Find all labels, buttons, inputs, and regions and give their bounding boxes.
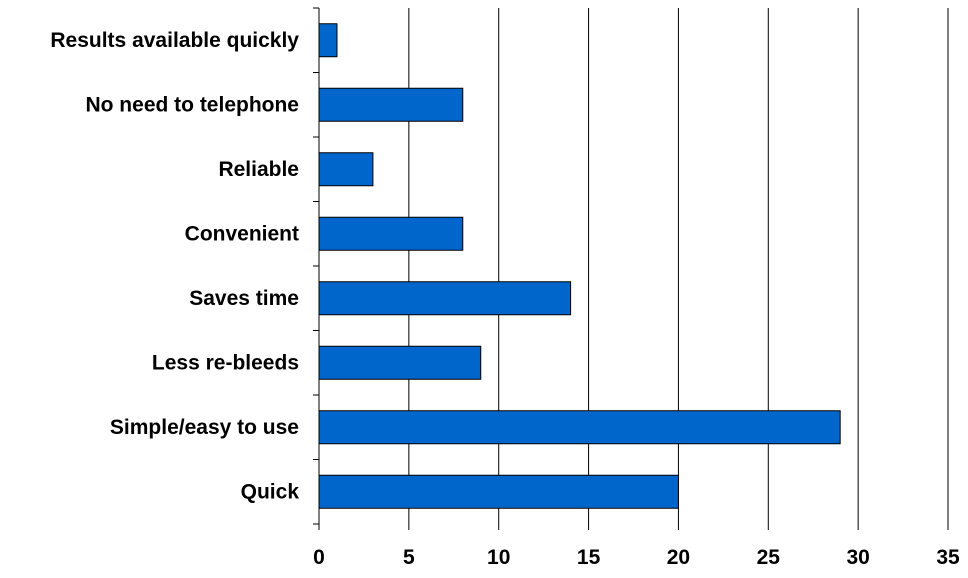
x-tick-label: 0 xyxy=(313,546,325,569)
bar-7 xyxy=(318,474,679,509)
x-tick-label: 30 xyxy=(846,546,869,569)
bar-0 xyxy=(318,23,338,58)
category-label: Results available quickly xyxy=(50,29,299,52)
bar-4 xyxy=(318,281,572,316)
x-tick-label: 20 xyxy=(667,546,690,569)
bar-2 xyxy=(318,152,374,187)
x-tick-label: 5 xyxy=(403,546,415,569)
x-tick-label: 25 xyxy=(757,546,781,569)
x-tick-labels: 0 5 10 15 20 25 30 35 xyxy=(313,546,960,569)
bar-6 xyxy=(318,410,841,445)
axes xyxy=(313,7,949,530)
x-tick-label: 35 xyxy=(936,546,960,569)
category-label: Saves time xyxy=(189,287,299,310)
bars xyxy=(318,23,841,509)
category-label: Quick xyxy=(241,480,300,503)
category-label: Reliable xyxy=(218,158,299,181)
bar-5 xyxy=(318,345,482,380)
bar-1 xyxy=(318,87,464,122)
category-label: No need to telephone xyxy=(85,93,299,116)
bar-3 xyxy=(318,216,464,251)
category-labels: Results available quickly No need to tele… xyxy=(50,29,299,504)
category-label: Convenient xyxy=(185,222,299,245)
gridlines xyxy=(408,8,949,524)
category-label: Less re-bleeds xyxy=(152,351,299,374)
x-tick-label: 15 xyxy=(577,546,601,569)
category-label: Simple/easy to use xyxy=(110,416,299,439)
x-tick-label: 10 xyxy=(487,546,510,569)
